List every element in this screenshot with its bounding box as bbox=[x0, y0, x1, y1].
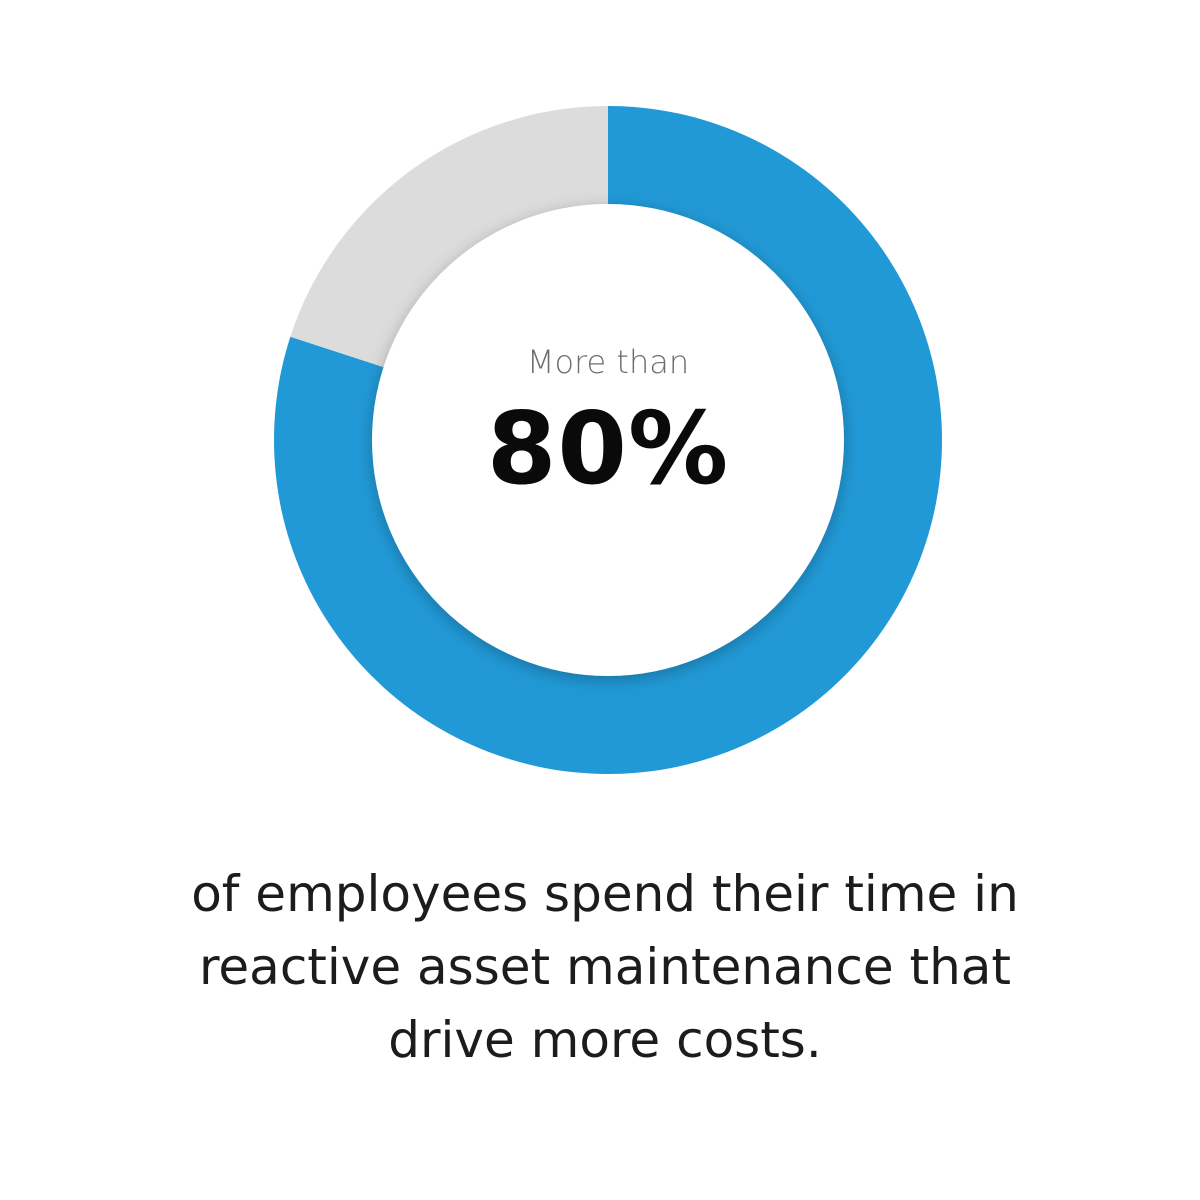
caption-line: of employees spend their time in bbox=[191, 865, 1019, 923]
caption-line: reactive asset maintenance that bbox=[198, 938, 1012, 996]
center-label-value: 80% bbox=[486, 390, 730, 507]
donut-hole bbox=[372, 204, 844, 676]
caption: of employees spend their time in reactiv… bbox=[60, 858, 1150, 1077]
caption-line: drive more costs. bbox=[388, 1011, 822, 1069]
donut-chart bbox=[274, 106, 942, 774]
center-label-prefix: More than bbox=[526, 343, 690, 381]
